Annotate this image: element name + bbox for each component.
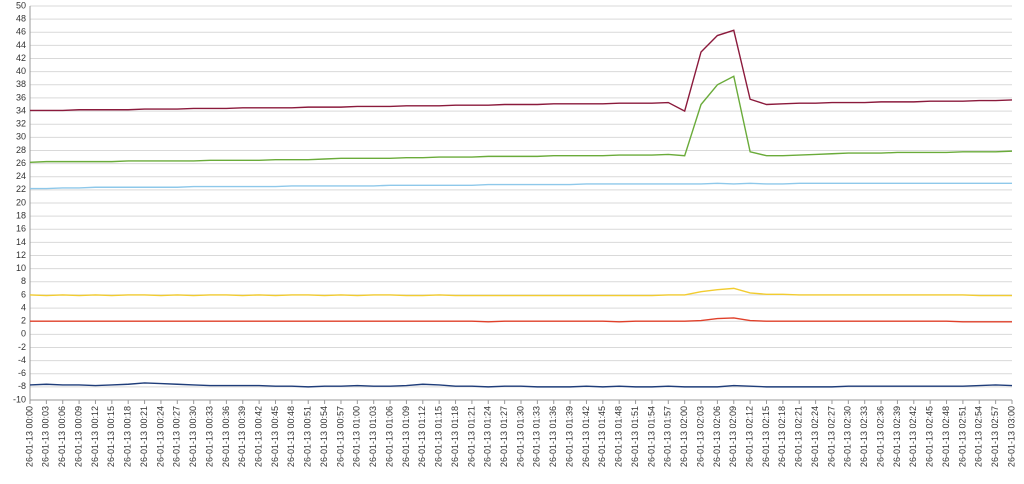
y-tick-label: -8 — [18, 381, 26, 391]
y-tick-label: 50 — [16, 0, 26, 10]
x-tick-label: 26-01-13 00:12 — [90, 406, 100, 467]
x-tick-label: 26-01-13 01:18 — [450, 406, 460, 467]
series-line — [29, 382, 1013, 388]
y-tick-label: 30 — [16, 132, 26, 142]
x-tick-label: 26-01-13 00:42 — [254, 406, 264, 467]
x-tick-label: 26-01-13 02:33 — [859, 406, 869, 467]
x-tick-label: 26-01-13 00:21 — [139, 406, 149, 467]
x-tick-label: 26-01-13 01:03 — [368, 406, 378, 467]
x-tick-label: 26-01-13 00:33 — [204, 406, 214, 467]
x-tick-label: 26-01-13 02:12 — [745, 406, 755, 467]
y-tick-label: 40 — [16, 66, 26, 76]
y-tick-label: 10 — [16, 263, 26, 273]
series-line — [29, 75, 1013, 163]
y-tick-label: 6 — [21, 289, 26, 299]
x-tick-label: 26-01-13 01:54 — [646, 406, 656, 467]
x-tick-label: 26-01-13 00:30 — [188, 406, 198, 467]
x-tick-label: 26-01-13 02:18 — [777, 406, 787, 467]
x-tick-label: 26-01-13 02:51 — [957, 406, 967, 467]
x-tick-label: 26-01-13 02:30 — [843, 406, 853, 467]
y-tick-label: 2 — [21, 316, 26, 326]
series-line — [30, 182, 1012, 190]
x-tick-label: 26-01-13 00:15 — [106, 406, 116, 467]
y-tick-label: 20 — [16, 197, 26, 207]
y-tick-label: 36 — [16, 92, 26, 102]
x-tick-label: 26-01-13 02:03 — [695, 406, 705, 467]
y-tick-label: 8 — [21, 276, 26, 286]
x-tick-label: 26-01-13 01:00 — [352, 406, 362, 467]
y-tick-label: -10 — [13, 394, 26, 404]
x-tick-label: 26-01-13 01:33 — [532, 406, 542, 467]
y-tick-label: 16 — [16, 224, 26, 234]
x-tick-label: 26-01-13 00:24 — [155, 406, 165, 467]
series-line — [30, 317, 1012, 323]
x-tick-label: 26-01-13 02:09 — [728, 406, 738, 467]
x-tick-label: 26-01-13 00:54 — [319, 406, 329, 467]
x-tick-label: 26-01-13 00:48 — [286, 406, 296, 467]
x-tick-label: 26-01-13 02:24 — [810, 406, 820, 467]
x-tick-label: 26-01-13 01:21 — [466, 406, 476, 467]
x-tick-label: 26-01-13 01:15 — [434, 406, 444, 467]
x-tick-label: 26-01-13 00:45 — [270, 406, 280, 467]
x-tick-label: 26-01-13 01:24 — [483, 406, 493, 467]
x-tick-label: 26-01-13 01:42 — [581, 406, 591, 467]
y-tick-label: 4 — [21, 302, 26, 312]
y-tick-label: 18 — [16, 211, 26, 221]
x-tick-label: 26-01-13 02:36 — [875, 406, 885, 467]
x-tick-label: 26-01-13 01:39 — [564, 406, 574, 467]
x-tick-label: 26-01-13 02:48 — [941, 406, 951, 467]
x-tick-label: 26-01-13 02:42 — [908, 406, 918, 467]
x-tick-label: 26-01-13 00:00 — [24, 406, 34, 467]
series-line — [30, 29, 1013, 113]
y-tick-label: 34 — [16, 105, 26, 115]
y-tick-label: 32 — [16, 119, 26, 129]
x-tick-label: 26-01-13 01:48 — [614, 406, 624, 467]
y-tick-label: 14 — [16, 237, 26, 247]
x-tick-label: 26-01-13 00:39 — [237, 406, 247, 467]
x-tick-label: 26-01-13 00:06 — [57, 406, 67, 467]
y-tick-label: 28 — [16, 145, 26, 155]
y-tick-label: 22 — [16, 184, 26, 194]
y-tick-label: 48 — [16, 14, 26, 24]
x-tick-label: 26-01-13 01:06 — [384, 406, 394, 467]
x-tick-label: 26-01-13 01:27 — [499, 406, 509, 467]
x-tick-label: 26-01-13 02:06 — [712, 406, 722, 467]
x-tick-label: 26-01-13 00:18 — [123, 406, 133, 467]
y-tick-label: 42 — [16, 53, 26, 63]
x-tick-label: 26-01-13 01:57 — [663, 406, 673, 467]
x-tick-label: 26-01-13 02:57 — [990, 406, 1000, 467]
y-tick-label: -4 — [18, 355, 26, 365]
y-tick-label: -6 — [18, 368, 26, 378]
x-tick-label: 26-01-13 01:51 — [630, 406, 640, 467]
x-tick-label: 26-01-13 00:51 — [303, 406, 313, 467]
x-tick-label: 26-01-13 00:03 — [41, 406, 51, 467]
x-tick-label: 26-01-13 02:54 — [974, 406, 984, 467]
x-tick-label: 26-01-13 01:45 — [597, 406, 607, 467]
x-tick-label: 26-01-13 02:45 — [925, 406, 935, 467]
x-tick-label: 26-01-13 02:21 — [794, 406, 804, 467]
x-tick-label: 26-01-13 01:09 — [401, 406, 411, 467]
y-tick-label: -2 — [18, 342, 26, 352]
y-tick-label: 44 — [16, 40, 26, 50]
y-tick-label: 12 — [16, 250, 26, 260]
y-tick-label: 38 — [16, 79, 26, 89]
x-tick-label: 26-01-13 00:27 — [172, 406, 182, 467]
series-line — [29, 287, 1012, 297]
x-tick-label: 26-01-13 01:30 — [515, 406, 525, 467]
y-tick-label: 0 — [21, 329, 26, 339]
x-tick-label: 26-01-13 00:57 — [335, 406, 345, 467]
x-tick-label: 26-01-13 01:12 — [417, 406, 427, 467]
x-tick-label: 26-01-13 03:00 — [1006, 406, 1016, 467]
x-tick-label: 26-01-13 02:27 — [826, 406, 836, 467]
x-tick-label: 26-01-13 02:39 — [892, 406, 902, 467]
x-tick-label: 26-01-13 02:00 — [679, 406, 689, 467]
x-tick-label: 26-01-13 02:15 — [761, 406, 771, 467]
x-tick-label: 26-01-13 00:09 — [73, 406, 83, 467]
y-tick-label: 24 — [16, 171, 26, 181]
y-tick-label: 26 — [16, 158, 26, 168]
x-tick-label: 26-01-13 00:36 — [221, 406, 231, 467]
x-tick-label: 26-01-13 01:36 — [548, 406, 558, 467]
y-tick-label: 46 — [16, 27, 26, 37]
